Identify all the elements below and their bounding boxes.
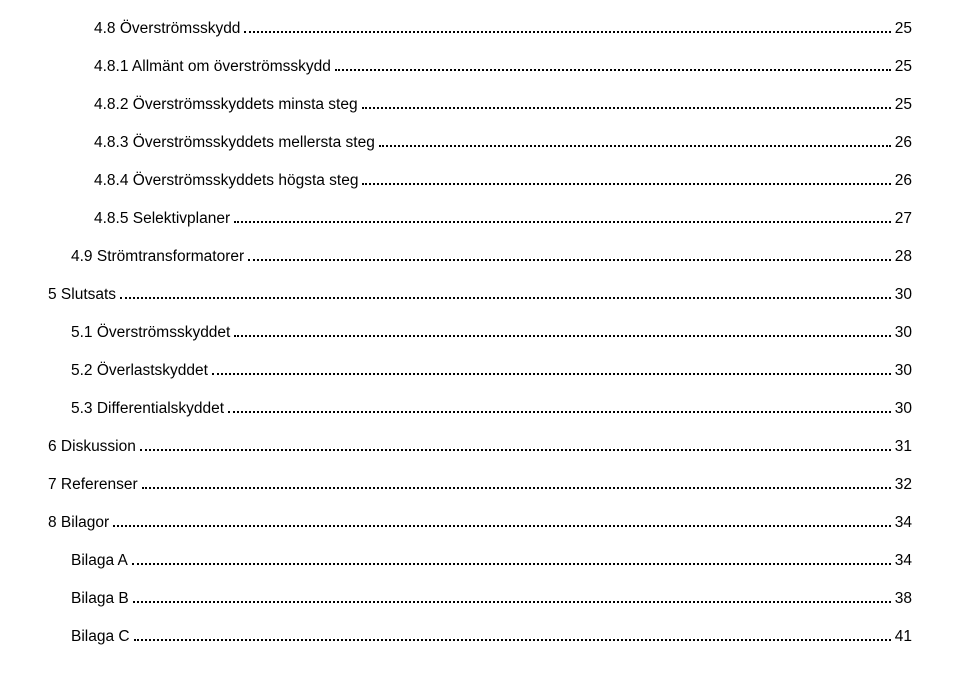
toc-leader-dots — [335, 69, 891, 71]
toc-entry-label: Bilaga B — [71, 590, 129, 608]
toc-entry: 5.1 Överströmsskyddet 30 — [48, 324, 912, 342]
toc-entry-label: 4.8.3 Överströmsskyddets mellersta steg — [94, 134, 375, 152]
toc-entry-page: 30 — [895, 400, 912, 418]
toc-entry: 7 Referenser 32 — [48, 476, 912, 494]
toc-leader-dots — [234, 221, 891, 223]
toc-entry: 8 Bilagor 34 — [48, 514, 912, 532]
toc-entry-page: 28 — [895, 248, 912, 266]
toc-entry: 5 Slutsats 30 — [48, 286, 912, 304]
toc-entry-page: 32 — [895, 476, 912, 494]
toc-entry-page: 27 — [895, 210, 912, 228]
toc-entry-page: 31 — [895, 438, 912, 456]
toc-entry: Bilaga C 41 — [48, 628, 912, 646]
toc-entry-page: 41 — [895, 628, 912, 646]
toc-entry: 4.8 Överströmsskydd 25 — [48, 20, 912, 38]
toc-entry: 4.8.3 Överströmsskyddets mellersta steg … — [48, 134, 912, 152]
toc-leader-dots — [212, 373, 891, 375]
toc-entry-page: 34 — [895, 552, 912, 570]
toc-leader-dots — [362, 107, 891, 109]
toc-entry-label: 4.8.5 Selektivplaner — [94, 210, 230, 228]
toc-entry-label: 4.9 Strömtransformatorer — [71, 248, 244, 266]
toc-entry-page: 25 — [895, 96, 912, 114]
toc-entry: 4.8.1 Allmänt om överströmsskydd 25 — [48, 58, 912, 76]
toc-leader-dots — [248, 259, 891, 261]
toc-entry: 5.2 Överlastskyddet 30 — [48, 362, 912, 380]
toc-entry-label: 8 Bilagor — [48, 514, 109, 532]
toc-entry-page: 25 — [895, 20, 912, 38]
toc-entry-label: Bilaga C — [71, 628, 130, 646]
toc-entry-page: 30 — [895, 324, 912, 342]
toc-entry-page: 30 — [895, 286, 912, 304]
toc-entry-label: 4.8.4 Överströmsskyddets högsta steg — [94, 172, 358, 190]
toc-entry: 4.8.2 Överströmsskyddets minsta steg 25 — [48, 96, 912, 114]
toc-entry-page: 26 — [895, 172, 912, 190]
toc-leader-dots — [120, 297, 891, 299]
toc-entry-label: 4.8 Överströmsskydd — [94, 20, 240, 38]
toc-entry-page: 34 — [895, 514, 912, 532]
toc-entry-label: 4.8.2 Överströmsskyddets minsta steg — [94, 96, 358, 114]
toc-leader-dots — [362, 183, 890, 185]
toc-entry-label: 5 Slutsats — [48, 286, 116, 304]
toc-leader-dots — [244, 31, 890, 33]
toc-entry: 5.3 Differentialskyddet 30 — [48, 400, 912, 418]
toc-leader-dots — [228, 411, 891, 413]
toc-entry-page: 25 — [895, 58, 912, 76]
toc-entry-label: 5.3 Differentialskyddet — [71, 400, 224, 418]
toc-leader-dots — [134, 639, 891, 641]
toc-entry: 4.8.5 Selektivplaner 27 — [48, 210, 912, 228]
toc-entry-label: 5.2 Överlastskyddet — [71, 362, 208, 380]
toc-leader-dots — [113, 525, 891, 527]
toc-leader-dots — [132, 563, 891, 565]
toc-entry-label: 5.1 Överströmsskyddet — [71, 324, 230, 342]
toc-entry: Bilaga A 34 — [48, 552, 912, 570]
toc-leader-dots — [133, 601, 891, 603]
toc-entry-label: 7 Referenser — [48, 476, 138, 494]
toc-leader-dots — [379, 145, 891, 147]
toc-entry: 4.8.4 Överströmsskyddets högsta steg 26 — [48, 172, 912, 190]
toc-entry-label: 6 Diskussion — [48, 438, 136, 456]
toc-entry: Bilaga B 38 — [48, 590, 912, 608]
toc-entry: 6 Diskussion 31 — [48, 438, 912, 456]
toc-entry-page: 30 — [895, 362, 912, 380]
toc-entry-page: 26 — [895, 134, 912, 152]
toc-entry-page: 38 — [895, 590, 912, 608]
toc-entry-label: 4.8.1 Allmänt om överströmsskydd — [94, 58, 331, 76]
toc-entry: 4.9 Strömtransformatorer 28 — [48, 248, 912, 266]
toc-leader-dots — [142, 487, 891, 489]
toc-leader-dots — [234, 335, 890, 337]
toc-leader-dots — [140, 449, 891, 451]
table-of-contents: 4.8 Överströmsskydd 254.8.1 Allmänt om ö… — [48, 20, 912, 646]
toc-entry-label: Bilaga A — [71, 552, 128, 570]
